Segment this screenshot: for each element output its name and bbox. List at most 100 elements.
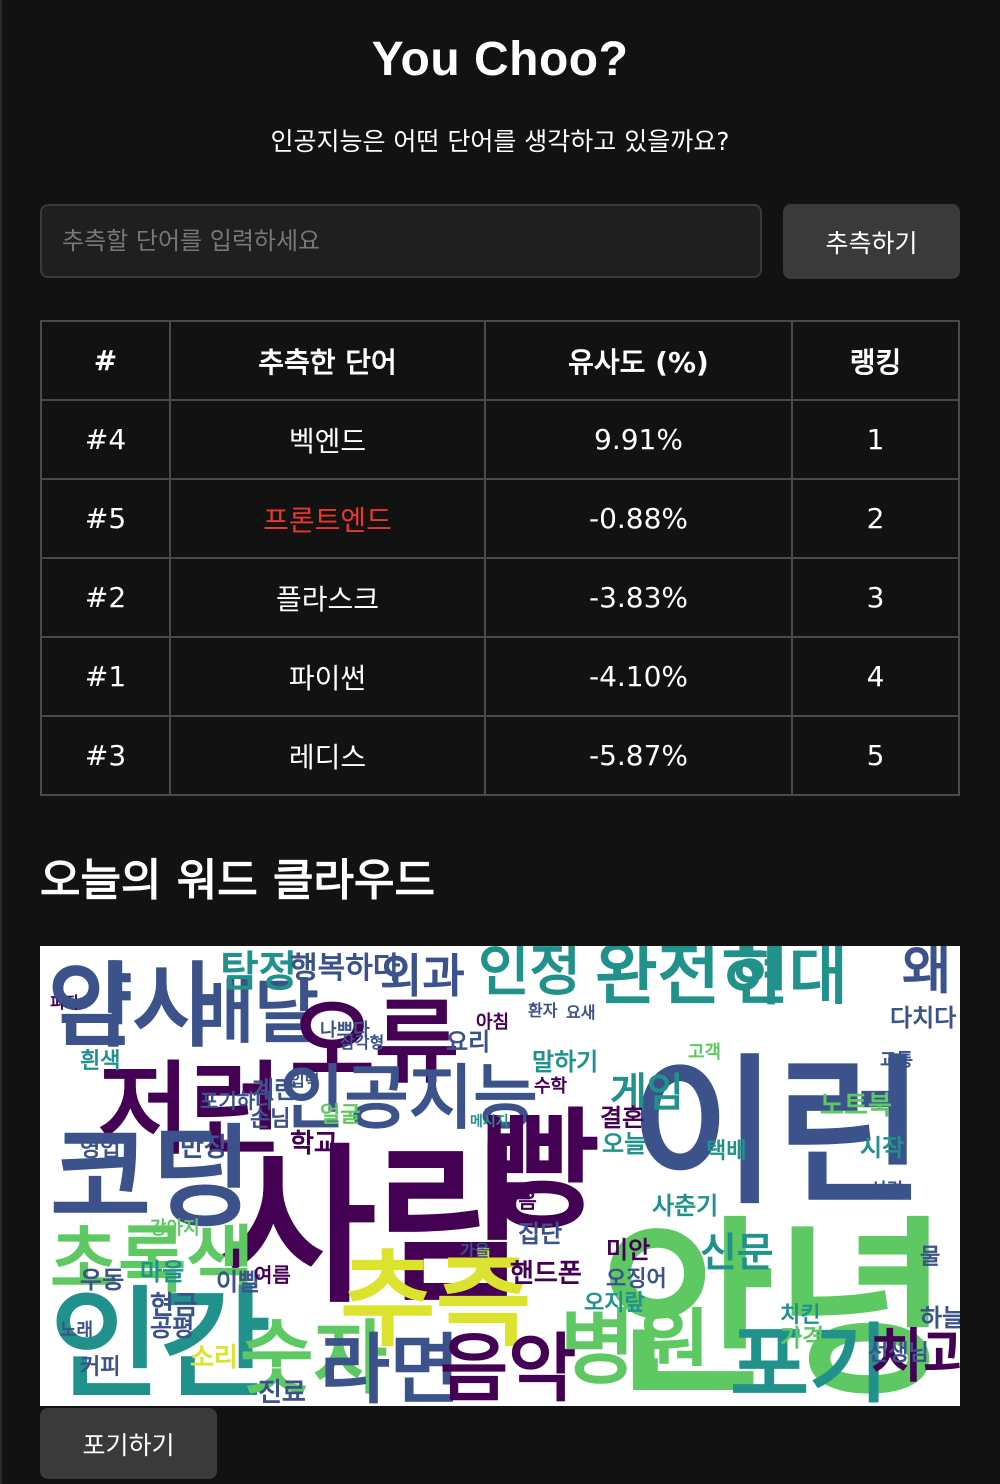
- cloud-word: 숫자: [240, 1312, 387, 1405]
- table-row: #4 벡엔드 9.91% 1: [40, 399, 960, 480]
- cloud-word: 물: [920, 1245, 940, 1270]
- window-edge: [0, 0, 2, 1484]
- cloud-word: 코딩: [50, 1114, 252, 1242]
- cloud-word: 포기: [730, 1315, 888, 1406]
- table-row: #2 플라스크 -3.83% 3: [40, 557, 960, 638]
- cloud-word: 진료: [258, 1378, 306, 1406]
- cloud-word: 인공지능: [280, 1057, 538, 1139]
- row-similarity: -3.83%: [484, 557, 793, 638]
- cloud-word: 말하기: [532, 1048, 598, 1076]
- cloud-word: 초록색: [50, 1218, 254, 1304]
- cloud-word: 다치다: [890, 1004, 956, 1032]
- row-number: #1: [40, 636, 171, 717]
- table-row: #3 레디스 -5.87% 5: [40, 715, 960, 796]
- word-cloud-image: 인사 배달 탐정 행복하다 외과 인정 완전히 현대 왜 저런 오류 인공지능 이런 다치다 코딩 사람 빵 안녕…: [40, 946, 960, 1406]
- row-rank: 3: [791, 557, 960, 638]
- cloud-word: 입력: [290, 1071, 319, 1090]
- row-word: 플라스크: [169, 557, 486, 638]
- guess-input[interactable]: [40, 204, 762, 278]
- app-title: You Choo?: [371, 33, 629, 86]
- header-similarity: 유사도 (%): [484, 320, 793, 401]
- cloud-word: 집단: [518, 1220, 562, 1248]
- cloud-word: 삼각형: [340, 1033, 384, 1052]
- row-similarity: -0.88%: [484, 478, 793, 559]
- app-subtitle: 인공지능은 어떤 단어를 생각하고 있을까요?: [270, 127, 730, 156]
- cloud-word: 소리: [190, 1343, 238, 1373]
- cloud-word: 수학: [534, 1075, 568, 1097]
- cloud-word: 인간: [50, 1276, 271, 1406]
- cloud-word: 하늘: [920, 1304, 960, 1332]
- row-similarity: -4.10%: [484, 636, 793, 717]
- cloud-word: 탐정: [220, 947, 297, 996]
- cloud-word: 포기하다: [200, 1089, 274, 1113]
- header-rank: 랭킹: [791, 320, 960, 401]
- cloud-word: 치과: [870, 1322, 960, 1390]
- table-row: #1 파이썬 -4.10% 4: [40, 636, 960, 717]
- cloud-word: 안녕: [600, 1200, 950, 1406]
- cloud-word: 요새: [566, 1003, 595, 1022]
- cloud-word: 손님: [250, 1107, 290, 1132]
- row-number: #2: [40, 557, 171, 638]
- give-up-button[interactable]: 포기하기: [40, 1408, 217, 1479]
- row-word: 파이썬: [169, 636, 486, 717]
- row-number: #3: [40, 715, 171, 796]
- cloud-word: 행복하다: [290, 951, 401, 986]
- cloud-word: 라면: [320, 1325, 460, 1406]
- cloud-word: 배달: [190, 971, 319, 1053]
- cloud-word: 고객: [688, 1042, 721, 1063]
- cloud-word: 음악: [440, 1326, 576, 1406]
- cloud-word: 신문: [700, 1230, 774, 1276]
- cloud-word: 성격: [870, 1180, 903, 1201]
- cloud-word: 나쁘다: [320, 1020, 370, 1041]
- cloud-word: 선생님: [868, 1341, 929, 1366]
- cloud-word: 왜: [902, 946, 952, 1001]
- cloud-word: 사람: [220, 1129, 533, 1327]
- cloud-word: 여름: [254, 1263, 291, 1287]
- cloud-word: 강아지: [150, 1218, 200, 1239]
- cloud-word: 노트북: [820, 1091, 892, 1121]
- cloud-word: 계란: [252, 1076, 296, 1104]
- cloud-word: 반장: [180, 1133, 228, 1163]
- cloud-word: 우동: [80, 1266, 124, 1294]
- row-similarity: 9.91%: [484, 399, 793, 480]
- cloud-word: 얼음: [500, 1189, 537, 1213]
- cloud-word: 환자: [528, 1001, 558, 1020]
- cloud-word: 공평: [150, 1314, 194, 1342]
- cloud-word: 외과: [380, 949, 465, 1003]
- row-rank: 5: [791, 715, 960, 796]
- cloud-word: 마을: [140, 1258, 184, 1286]
- cloud-word: 결혼: [600, 1104, 644, 1132]
- cloud-word: 흰색: [80, 1049, 120, 1074]
- cloud-word: 저런: [98, 1051, 282, 1168]
- cloud-word: 빵: [480, 1095, 600, 1247]
- cloud-word: 가을: [460, 1241, 490, 1260]
- cloud-word: 병원: [560, 1301, 711, 1396]
- row-word: 벡엔드: [169, 399, 486, 480]
- cloud-word: 시작: [860, 1134, 904, 1162]
- cloud-word: 현대: [730, 946, 848, 1014]
- cloud-word: 요리: [446, 1028, 490, 1056]
- table-row: #5 프론트엔드 -0.88% 2: [40, 478, 960, 559]
- guess-table: # 추측한 단어 유사도 (%) 랭킹 #4 벡엔드 9.91% 1 #5 프론…: [40, 320, 960, 796]
- word-cloud-title: 오늘의 워드 클라우드: [40, 855, 435, 906]
- cloud-word: 이빨: [216, 1268, 260, 1296]
- cloud-word: 노래: [60, 1320, 93, 1341]
- cloud-word: 오류: [290, 989, 459, 1096]
- cloud-word: 완전히: [595, 946, 783, 1015]
- cloud-word: 영업: [80, 1137, 120, 1162]
- guess-submit-button[interactable]: 추측하기: [783, 204, 960, 279]
- row-number: #4: [40, 399, 171, 480]
- cloud-word: 아침: [476, 1012, 509, 1033]
- header-word: 추측한 단어: [169, 320, 486, 401]
- cloud-word: 인사: [48, 953, 217, 1060]
- cloud-word: 핸드폰: [510, 1259, 582, 1289]
- row-number: #5: [40, 478, 171, 559]
- cloud-word: 메시지: [470, 1114, 509, 1130]
- cloud-word: 추측: [340, 1239, 531, 1361]
- row-rank: 4: [791, 636, 960, 717]
- cloud-word: 약: [48, 953, 133, 1060]
- cloud-word: 게임: [610, 1070, 684, 1116]
- row-rank: 2: [791, 478, 960, 559]
- cloud-word: 택배: [706, 1139, 746, 1164]
- cloud-word: 오늘: [602, 1130, 646, 1158]
